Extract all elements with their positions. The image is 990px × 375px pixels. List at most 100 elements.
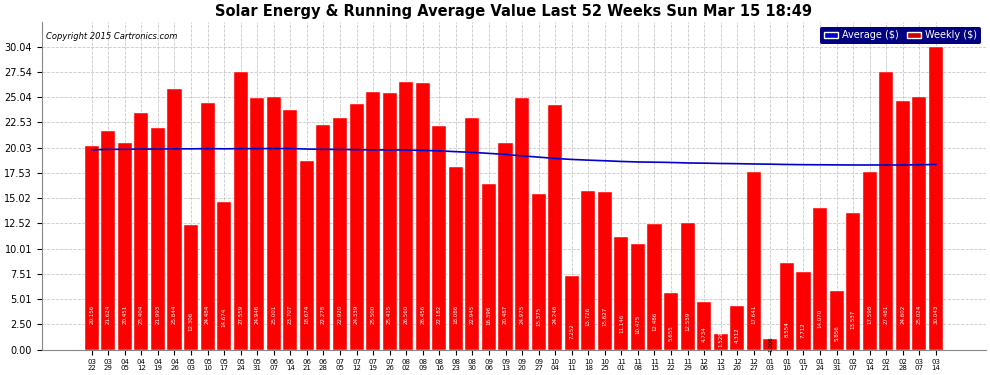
Text: 25.844: 25.844: [172, 305, 177, 324]
Text: 22.278: 22.278: [321, 305, 326, 324]
Text: 20.451: 20.451: [123, 305, 128, 324]
Text: 5.856: 5.856: [834, 325, 840, 341]
Text: 25.024: 25.024: [917, 305, 922, 324]
Bar: [581, 191, 595, 350]
Text: 12.306: 12.306: [188, 312, 193, 331]
Text: 17.641: 17.641: [751, 305, 756, 324]
Text: 20.156: 20.156: [89, 305, 94, 324]
Bar: [615, 237, 629, 350]
Bar: [465, 118, 479, 350]
Text: 22.182: 22.182: [437, 305, 442, 324]
Text: 13.537: 13.537: [850, 310, 855, 329]
Bar: [532, 195, 545, 350]
Bar: [796, 272, 811, 350]
Bar: [234, 72, 248, 350]
Bar: [929, 46, 942, 350]
Text: 25.500: 25.500: [370, 305, 375, 324]
Bar: [714, 334, 728, 350]
Bar: [382, 93, 397, 350]
Text: 23.404: 23.404: [139, 305, 144, 324]
Legend: Average ($), Weekly ($): Average ($), Weekly ($): [820, 27, 981, 44]
Text: 14.674: 14.674: [222, 308, 227, 327]
Text: 11.146: 11.146: [619, 314, 624, 333]
Bar: [680, 223, 695, 350]
Bar: [184, 225, 198, 350]
Bar: [697, 302, 711, 350]
Text: 24.484: 24.484: [205, 305, 210, 324]
Bar: [482, 184, 496, 350]
Bar: [300, 161, 314, 350]
Text: 18.674: 18.674: [304, 305, 310, 324]
Bar: [515, 98, 529, 350]
Bar: [746, 172, 761, 350]
Title: Solar Energy & Running Average Value Last 52 Weeks Sun Mar 15 18:49: Solar Energy & Running Average Value Las…: [215, 4, 813, 19]
Bar: [399, 82, 413, 350]
Bar: [366, 92, 380, 350]
Text: 15.726: 15.726: [586, 306, 591, 326]
Text: 16.396: 16.396: [486, 306, 491, 325]
Bar: [217, 202, 232, 350]
Bar: [416, 83, 430, 350]
Bar: [780, 263, 794, 350]
Text: 14.070: 14.070: [818, 309, 823, 328]
Text: 10.475: 10.475: [636, 315, 641, 334]
Bar: [150, 128, 165, 350]
Text: 24.602: 24.602: [900, 305, 905, 324]
Bar: [317, 125, 331, 350]
Bar: [763, 339, 777, 350]
Text: 27.481: 27.481: [884, 305, 889, 324]
Text: 24.975: 24.975: [520, 305, 525, 324]
Text: 30.043: 30.043: [934, 305, 939, 324]
Bar: [548, 105, 562, 350]
Text: 1.529: 1.529: [718, 332, 724, 347]
Text: 25.001: 25.001: [271, 305, 276, 324]
Text: 7.252: 7.252: [569, 323, 574, 339]
Text: 24.246: 24.246: [552, 305, 557, 324]
Text: 18.086: 18.086: [453, 305, 458, 324]
Text: 24.946: 24.946: [254, 305, 259, 324]
Bar: [830, 291, 843, 350]
Bar: [913, 97, 927, 350]
Bar: [631, 244, 644, 350]
Bar: [862, 172, 877, 350]
Bar: [250, 98, 264, 350]
Text: 12.559: 12.559: [685, 311, 690, 331]
Bar: [283, 110, 297, 350]
Text: 5.655: 5.655: [668, 325, 673, 341]
Text: 22.920: 22.920: [338, 305, 343, 324]
Bar: [85, 146, 99, 350]
Text: 17.598: 17.598: [867, 305, 872, 324]
Text: 24.339: 24.339: [354, 305, 359, 324]
Text: 23.707: 23.707: [288, 305, 293, 324]
Bar: [731, 306, 744, 350]
Bar: [598, 192, 612, 350]
Bar: [201, 103, 215, 350]
Bar: [813, 208, 827, 350]
Bar: [349, 104, 363, 350]
Bar: [118, 143, 132, 350]
Text: 12.486: 12.486: [652, 312, 657, 331]
Bar: [433, 126, 446, 350]
Text: Copyright 2015 Cartronics.com: Copyright 2015 Cartronics.com: [47, 32, 178, 40]
Text: 26.560: 26.560: [404, 305, 409, 324]
Bar: [564, 276, 579, 350]
Text: 8.554: 8.554: [784, 321, 789, 337]
Text: 26.456: 26.456: [421, 305, 426, 324]
Text: 1.006: 1.006: [768, 337, 773, 352]
Bar: [448, 167, 463, 350]
Bar: [167, 89, 181, 350]
Bar: [647, 224, 661, 350]
Text: 27.559: 27.559: [239, 305, 244, 324]
Bar: [879, 72, 893, 350]
Text: 7.712: 7.712: [801, 322, 806, 338]
Text: 4.734: 4.734: [702, 327, 707, 342]
Bar: [266, 98, 281, 350]
Bar: [896, 101, 910, 350]
Bar: [101, 132, 115, 350]
Bar: [333, 118, 347, 350]
Text: 20.487: 20.487: [503, 305, 508, 324]
Text: 21.624: 21.624: [106, 305, 111, 324]
Bar: [135, 114, 148, 350]
Text: 15.375: 15.375: [537, 307, 542, 326]
Text: 22.945: 22.945: [470, 305, 475, 324]
